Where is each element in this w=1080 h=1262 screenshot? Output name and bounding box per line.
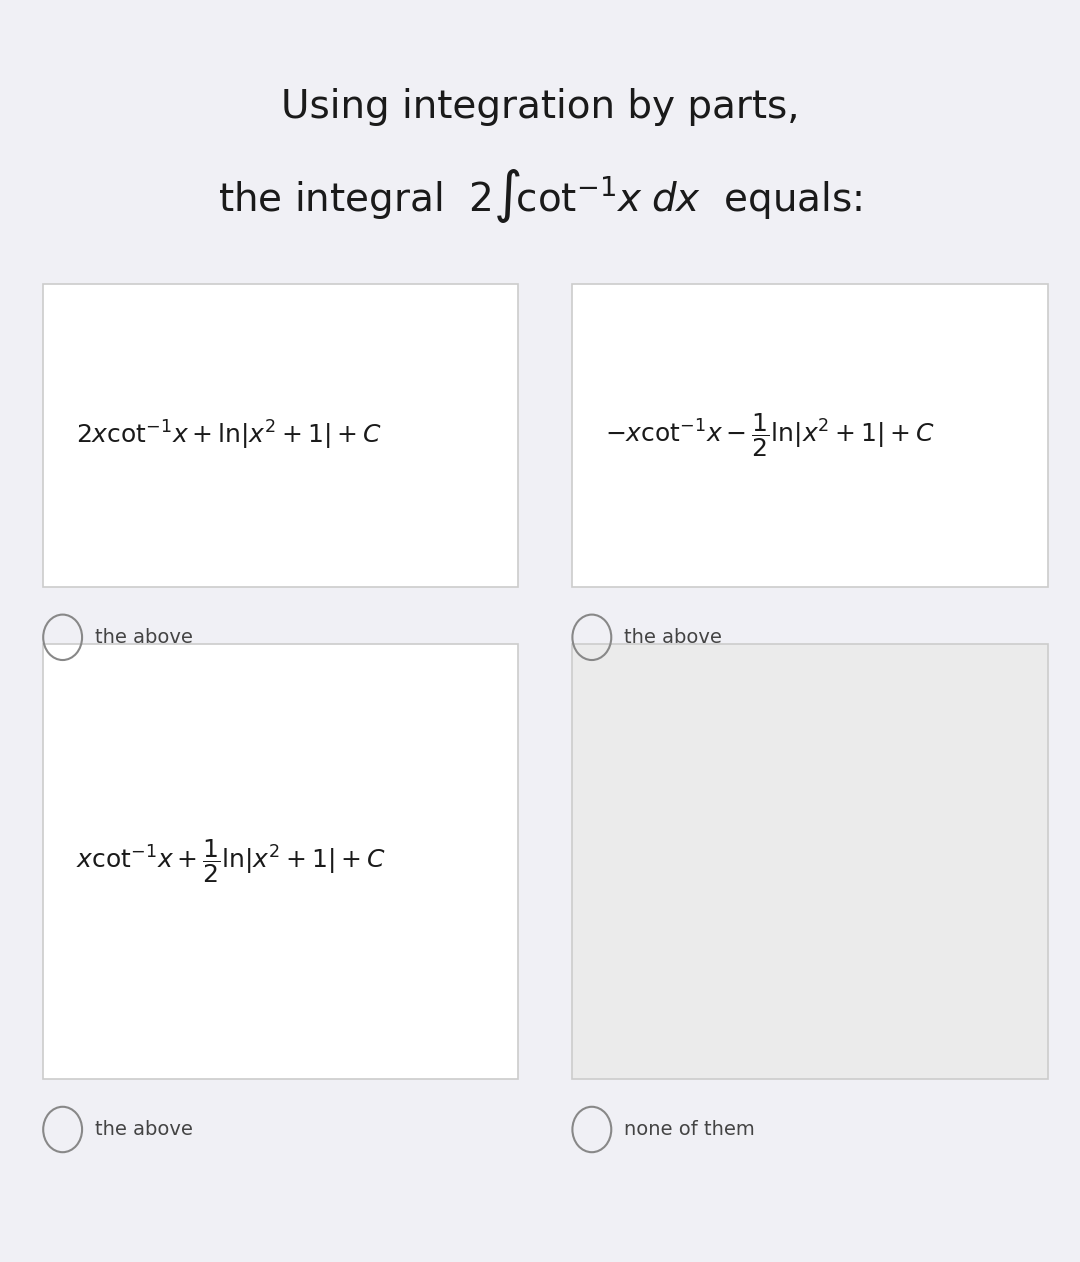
Text: the above: the above — [95, 627, 193, 647]
Text: none of them: none of them — [624, 1119, 755, 1140]
FancyBboxPatch shape — [572, 284, 1048, 587]
Text: the above: the above — [624, 627, 723, 647]
Text: $2x\cot^{-1}\!x + \ln|x^2 + 1| + C$: $2x\cot^{-1}\!x + \ln|x^2 + 1| + C$ — [76, 419, 381, 452]
Text: Using integration by parts,: Using integration by parts, — [281, 88, 799, 126]
Text: $-x\cot^{-1}\!x - \dfrac{1}{2}\ln|x^2 + 1| + C$: $-x\cot^{-1}\!x - \dfrac{1}{2}\ln|x^2 + … — [605, 411, 934, 459]
Text: the above: the above — [95, 1119, 193, 1140]
FancyBboxPatch shape — [43, 644, 518, 1079]
FancyBboxPatch shape — [43, 284, 518, 587]
Text: $x\cot^{-1}\!x + \dfrac{1}{2}\ln|x^2 + 1| + C$: $x\cot^{-1}\!x + \dfrac{1}{2}\ln|x^2 + 1… — [76, 838, 386, 885]
Text: the integral  $2\int\!\cot^{-1}\!x\;dx$  equals:: the integral $2\int\!\cot^{-1}\!x\;dx$ e… — [218, 167, 862, 225]
FancyBboxPatch shape — [572, 644, 1048, 1079]
